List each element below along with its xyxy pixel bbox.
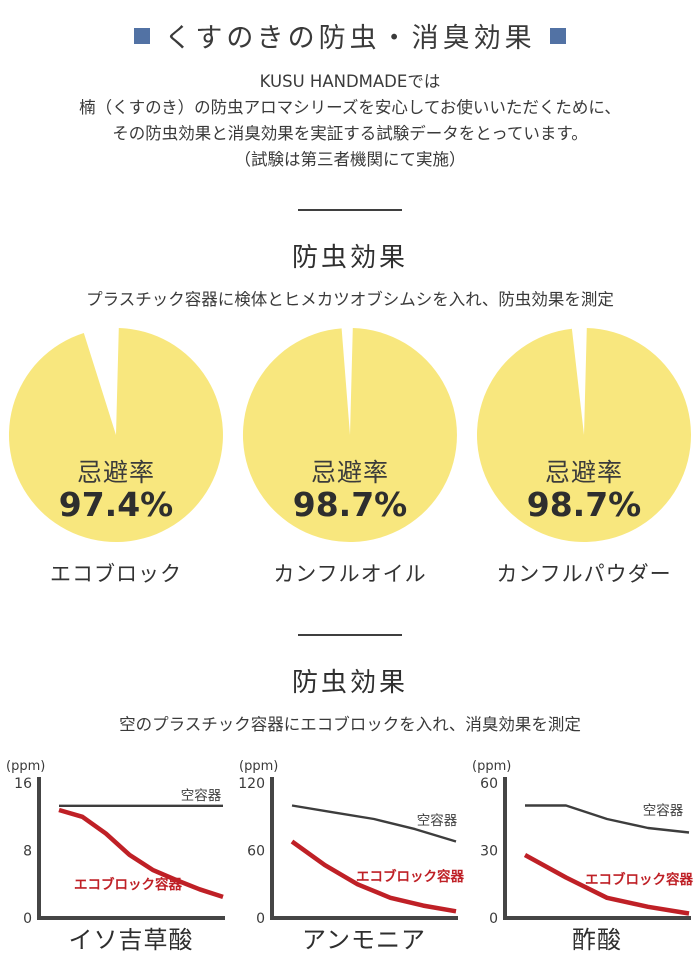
intro-line: （試験は第三者機関にて実施）: [234, 150, 466, 169]
intro-paragraph: KUSU HANDMADEでは 楠（くすのき）の防虫アロマシリーズを安心してお使…: [0, 69, 700, 173]
section1-heading: 防虫効果: [291, 243, 408, 273]
svg-text:エコブロック容器: エコブロック容器: [585, 871, 693, 888]
svg-text:空容器: 空容器: [416, 812, 457, 829]
svg-text:空容器: 空容器: [180, 787, 221, 804]
section2-heading: 防虫効果: [291, 668, 408, 698]
svg-text:エコブロック容器: エコブロック容器: [356, 868, 464, 885]
line-chart-row: (ppm) 16 8 0 空容器エコブロック容器イソ吉草酸 (ppm) 120 60 0 空容器…: [0, 755, 700, 955]
svg-text:忌避率: 忌避率: [311, 458, 389, 487]
intro-line: 楠（くすのき）の防虫アロマシリーズを安心してお使いいただくために、: [79, 98, 621, 117]
svg-text:(ppm): (ppm): [472, 759, 511, 774]
section2-subtitle: 空のプラスチック容器にエコブロックを入れ、消臭効果を測定: [119, 715, 581, 734]
line-block-acetic-acid: (ppm) 60 30 0 空容器エコブロック容器酢酸: [467, 755, 700, 955]
title-left-square-icon: [134, 27, 151, 44]
line-block-isovaleric-acid: (ppm) 16 8 0 空容器エコブロック容器イソ吉草酸: [1, 755, 234, 955]
svg-text:8: 8: [23, 844, 32, 860]
svg-text:(ppm): (ppm): [239, 759, 278, 774]
svg-text:120: 120: [238, 776, 265, 792]
pie-block-camphor-powder: 忌避率 98.7% カンフルパウダー: [470, 324, 698, 588]
pie-block-ecoblock: 忌避率 97.4% エコブロック: [2, 324, 230, 588]
line-block-ammonia: (ppm) 120 60 0 空容器エコブロック容器アンモニア: [234, 755, 467, 955]
pie-chart-row: 忌避率 97.4% エコブロック 忌避率 98.7% カンフルオイル 忌避率 98.7…: [0, 324, 700, 588]
svg-text:60: 60: [247, 844, 265, 860]
svg-text:0: 0: [489, 911, 498, 927]
svg-text:16: 16: [14, 776, 32, 792]
svg-text:忌避率: 忌避率: [77, 458, 155, 487]
svg-text:忌避率: 忌避率: [545, 458, 623, 487]
page-title: くすのきの防虫・消臭効果: [0, 16, 700, 55]
pie-caption: エコブロック: [50, 562, 182, 586]
intro-line: その防虫効果と消臭効果を実証する試験データをとっています。: [112, 124, 588, 143]
section-divider: [298, 209, 402, 211]
svg-text:イソ吉草酸: イソ吉草酸: [68, 926, 193, 954]
pie-block-camphor-oil: 忌避率 98.7% カンフルオイル: [236, 324, 464, 588]
svg-text:0: 0: [256, 911, 265, 927]
svg-text:30: 30: [480, 844, 498, 860]
svg-text:アンモニア: アンモニア: [301, 926, 425, 954]
page-title-text: くすのきの防虫・消臭効果: [164, 23, 536, 54]
svg-text:(ppm): (ppm): [6, 759, 45, 774]
title-right-square-icon: [549, 27, 566, 44]
pie-caption: カンフルオイル: [273, 562, 427, 586]
svg-text:97.4%: 97.4%: [59, 485, 174, 524]
section-divider: [298, 634, 402, 636]
pie-caption: カンフルパウダー: [496, 562, 672, 586]
svg-text:エコブロック容器: エコブロック容器: [74, 876, 182, 893]
intro-line: KUSU HANDMADEでは: [259, 72, 441, 91]
svg-text:60: 60: [480, 776, 498, 792]
svg-text:酢酸: 酢酸: [572, 926, 622, 954]
svg-text:0: 0: [23, 911, 32, 927]
section1-subtitle: プラスチック容器に検体とヒメカツオブシムシを入れ、防虫効果を測定: [86, 290, 614, 309]
svg-text:空容器: 空容器: [642, 802, 683, 819]
svg-text:98.7%: 98.7%: [527, 485, 642, 524]
svg-text:98.7%: 98.7%: [293, 485, 408, 524]
